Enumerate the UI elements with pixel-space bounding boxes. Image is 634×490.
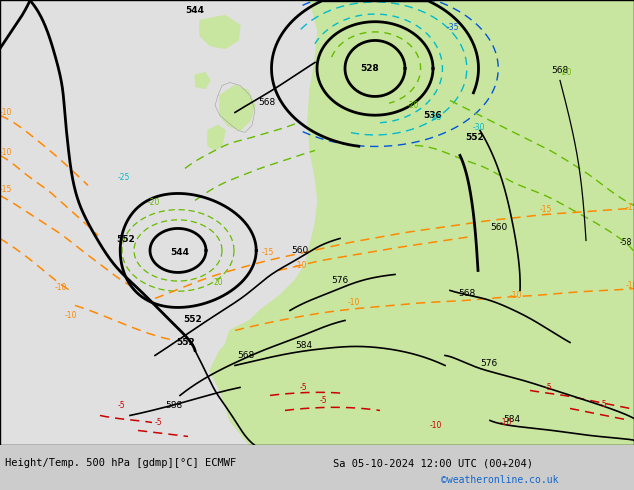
Text: 544: 544 xyxy=(185,6,204,16)
Text: -10: -10 xyxy=(0,108,13,118)
Text: -20: -20 xyxy=(560,69,573,77)
Text: -5: -5 xyxy=(545,384,553,392)
Text: -15: -15 xyxy=(626,203,634,213)
Text: 528: 528 xyxy=(361,65,379,74)
Text: 588: 588 xyxy=(165,401,182,411)
Text: -20: -20 xyxy=(148,198,160,207)
Text: -15: -15 xyxy=(262,248,275,257)
Polygon shape xyxy=(220,85,255,130)
Text: -25: -25 xyxy=(118,173,131,182)
Text: 552: 552 xyxy=(183,316,202,324)
Text: 568: 568 xyxy=(458,290,476,298)
Text: 560: 560 xyxy=(291,246,308,255)
Text: -10: -10 xyxy=(295,262,307,270)
Text: -10: -10 xyxy=(0,148,13,157)
Text: -10: -10 xyxy=(348,298,360,307)
Text: 552: 552 xyxy=(176,339,195,347)
Polygon shape xyxy=(208,125,225,150)
Text: -35: -35 xyxy=(447,24,460,32)
Text: Sa 05-10-2024 12:00 UTC (00+204): Sa 05-10-2024 12:00 UTC (00+204) xyxy=(333,458,533,468)
Text: -15: -15 xyxy=(540,205,552,215)
Text: 568: 568 xyxy=(237,351,254,361)
Text: -15: -15 xyxy=(0,185,13,195)
Text: 552: 552 xyxy=(465,133,484,143)
Polygon shape xyxy=(210,0,634,445)
Polygon shape xyxy=(225,305,350,400)
Text: -30: -30 xyxy=(473,123,486,132)
Polygon shape xyxy=(328,0,450,130)
Text: 576: 576 xyxy=(331,276,348,286)
Text: 536: 536 xyxy=(423,111,442,121)
Text: -10: -10 xyxy=(65,312,77,320)
Text: 584: 584 xyxy=(295,342,312,350)
Text: -5: -5 xyxy=(300,384,307,392)
Text: 560: 560 xyxy=(490,223,507,232)
Text: 552: 552 xyxy=(116,236,135,245)
Text: -5: -5 xyxy=(155,418,163,427)
Text: -20: -20 xyxy=(407,101,419,110)
Text: -5: -5 xyxy=(600,400,607,410)
Text: -10: -10 xyxy=(55,283,67,293)
Text: -58: -58 xyxy=(620,239,632,247)
Text: 568: 568 xyxy=(551,67,568,75)
Text: -25: -25 xyxy=(430,114,443,122)
Text: 20: 20 xyxy=(213,278,223,288)
Text: -10: -10 xyxy=(430,421,443,430)
Text: 568: 568 xyxy=(258,98,275,107)
Text: 576: 576 xyxy=(480,360,497,368)
Polygon shape xyxy=(195,73,210,89)
Text: ©weatheronline.co.uk: ©weatheronline.co.uk xyxy=(441,475,558,485)
Text: 544: 544 xyxy=(171,248,190,257)
Text: -10: -10 xyxy=(626,281,634,291)
Polygon shape xyxy=(200,16,240,49)
Text: -10: -10 xyxy=(500,418,512,427)
Text: -5: -5 xyxy=(320,396,328,405)
Text: -10: -10 xyxy=(510,292,522,300)
Text: Height/Temp. 500 hPa [gdmp][°C] ECMWF: Height/Temp. 500 hPa [gdmp][°C] ECMWF xyxy=(5,458,236,468)
Text: 584: 584 xyxy=(503,416,520,424)
Text: -5: -5 xyxy=(118,401,126,411)
